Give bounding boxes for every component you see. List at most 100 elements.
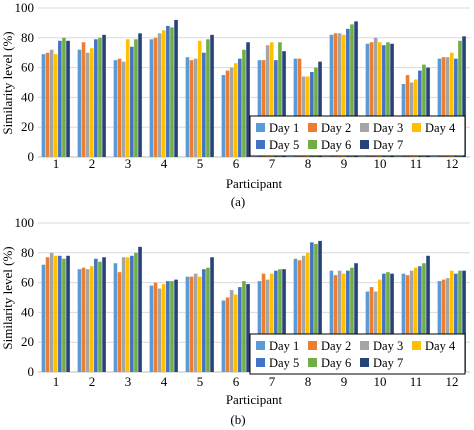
bar — [333, 33, 338, 157]
bar — [238, 58, 242, 157]
bar — [125, 39, 130, 157]
panel-label: (b) — [230, 412, 245, 427]
bar — [314, 67, 318, 157]
bar — [94, 258, 98, 372]
bar — [85, 52, 90, 158]
bar — [278, 269, 282, 372]
y-tick-label: 60 — [21, 60, 34, 75]
legend-label: Day 4 — [425, 121, 456, 135]
bar — [170, 27, 174, 158]
x-tick-label: 12 — [446, 374, 459, 389]
legend-label: Day 6 — [321, 138, 351, 152]
bar — [166, 281, 170, 372]
bar — [130, 255, 134, 372]
y-tick-label: 0 — [28, 149, 35, 164]
legend-swatch — [256, 123, 265, 132]
y-tick-label: 100 — [15, 215, 35, 230]
legend-item: Day 3 — [360, 339, 403, 353]
bar — [346, 270, 350, 372]
legend-swatch — [256, 341, 265, 350]
bar — [274, 60, 278, 157]
bar — [445, 57, 450, 157]
x-tick-label: 7 — [269, 374, 276, 389]
legend-label: Day 2 — [321, 339, 351, 353]
bar — [405, 275, 410, 372]
bar — [422, 64, 426, 157]
bar — [233, 63, 238, 157]
x-tick-label: 1 — [53, 374, 60, 389]
bar — [437, 281, 442, 372]
bar — [462, 270, 466, 372]
bar — [301, 255, 306, 372]
bar — [462, 36, 466, 158]
bar — [58, 40, 62, 157]
bar — [53, 255, 58, 372]
x-tick-label: 2 — [89, 156, 96, 171]
bar — [354, 263, 358, 372]
bar — [229, 67, 234, 157]
bar — [62, 258, 66, 372]
legend-label: Day 6 — [321, 356, 351, 370]
legend-swatch — [360, 140, 369, 149]
bar — [337, 33, 342, 157]
bar — [333, 275, 338, 372]
bars — [41, 240, 466, 372]
bar — [202, 269, 206, 372]
x-tick-label: 11 — [410, 374, 423, 389]
legend-item: Day 1 — [256, 339, 299, 353]
legend-box — [249, 333, 466, 375]
bar — [401, 273, 406, 372]
legend-label: Day 3 — [373, 121, 403, 135]
bar — [426, 67, 430, 157]
bar — [454, 58, 458, 157]
bar — [278, 42, 282, 157]
bar — [261, 273, 266, 372]
bar — [113, 263, 118, 372]
legend-swatch — [360, 341, 369, 350]
bar — [377, 42, 382, 157]
bar — [117, 58, 122, 157]
bar — [210, 34, 214, 157]
legend: Day 1 Day 2 Day 3 Day 4 Day 5 Day 6 Day 7 — [249, 115, 466, 157]
bar — [138, 246, 142, 372]
y-axis-title: Similarity level (%) — [0, 246, 15, 349]
bar — [157, 288, 162, 372]
bar — [293, 258, 298, 372]
bar — [458, 40, 462, 157]
bar — [449, 52, 454, 158]
bar — [426, 255, 430, 372]
bar — [318, 240, 322, 372]
bar — [189, 276, 194, 372]
legend-label: Day 5 — [269, 138, 299, 152]
bar — [102, 257, 106, 372]
bar — [225, 297, 230, 372]
x-tick-label: 8 — [305, 374, 312, 389]
legend-item: Day 2 — [308, 339, 351, 353]
x-tick-label: 9 — [341, 156, 348, 171]
x-tick-label: 2 — [89, 374, 96, 389]
y-tick-label: 60 — [21, 275, 34, 290]
bar — [41, 264, 46, 372]
bar — [329, 270, 334, 372]
legend-label: Day 7 — [373, 138, 403, 152]
x-axis-title: Participant — [226, 392, 283, 407]
bar — [193, 58, 198, 157]
bar — [269, 273, 274, 372]
bar — [293, 58, 298, 157]
bar — [265, 279, 270, 372]
bar — [117, 272, 122, 372]
bar — [206, 39, 210, 157]
legend-box — [249, 115, 466, 157]
bar — [242, 49, 246, 157]
bar — [337, 270, 342, 372]
legend-label: Day 5 — [269, 356, 299, 370]
bar — [102, 34, 106, 157]
y-tick-label: 80 — [21, 245, 34, 260]
bar — [382, 45, 386, 157]
legend-item: Day 5 — [256, 356, 299, 370]
legend-label: Day 1 — [269, 339, 299, 353]
bar — [98, 261, 102, 372]
bar — [202, 52, 206, 158]
bar — [149, 39, 154, 157]
bar — [274, 270, 278, 372]
